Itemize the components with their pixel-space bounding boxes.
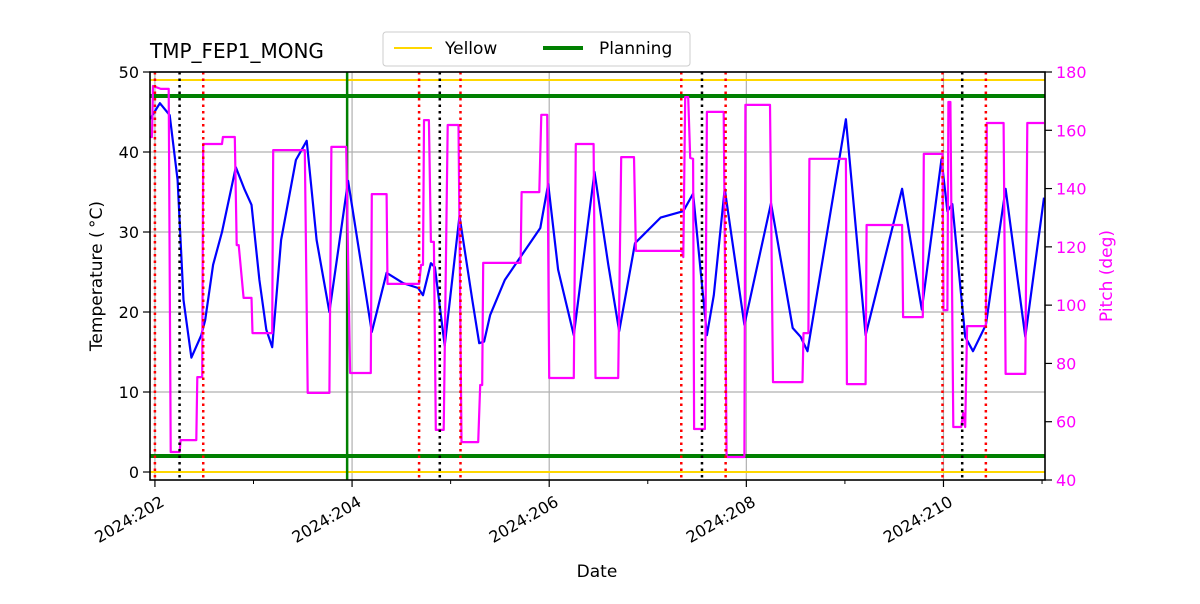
chart-title: TMP_FEP1_MONG — [149, 39, 324, 63]
x-tick-label: 2024:202 — [91, 492, 167, 547]
y-tick-label: 50 — [119, 63, 139, 82]
y-tick-label: 0 — [129, 463, 139, 482]
y2-tick-label: 40 — [1056, 471, 1076, 490]
y-tick-label: 40 — [119, 143, 139, 162]
legend-label-yellow: Yellow — [444, 39, 497, 59]
x-tick-label: 2024:208 — [683, 492, 759, 547]
legend-label-planning: Planning — [599, 39, 672, 59]
y-axis-label: Temperature ( °C) — [87, 201, 107, 352]
temperature-line — [150, 102, 1045, 359]
x-tick-label: 2024:210 — [880, 492, 956, 547]
y-tick-label: 30 — [119, 223, 139, 242]
legend-box — [382, 31, 691, 67]
y2-tick-label: 180 — [1056, 63, 1087, 82]
axes: 2024:202 2024:204 2024:206 2024:208 2024:210… — [91, 63, 1086, 547]
y2-axis-label: Pitch (deg) — [1097, 230, 1117, 322]
x-axis-label: Date — [577, 562, 618, 582]
y-tick-label: 20 — [119, 303, 139, 322]
legend: Yellow Planning — [382, 31, 691, 67]
grid — [150, 71, 1045, 480]
y2-tick-label: 100 — [1056, 296, 1087, 315]
x-tick-label: 2024:206 — [486, 492, 562, 547]
x-tick-label: 2024:204 — [289, 492, 365, 547]
plot-area — [150, 72, 1045, 480]
y2-tick-label: 120 — [1056, 238, 1087, 257]
y-tick-label: 10 — [119, 383, 139, 402]
pitch-line — [150, 84, 1044, 459]
plot-frame — [149, 71, 1046, 481]
y2-tick-label: 80 — [1056, 354, 1076, 373]
y2-tick-label: 160 — [1056, 121, 1087, 140]
y2-tick-label: 60 — [1056, 413, 1076, 432]
y2-tick-label: 140 — [1056, 180, 1087, 199]
